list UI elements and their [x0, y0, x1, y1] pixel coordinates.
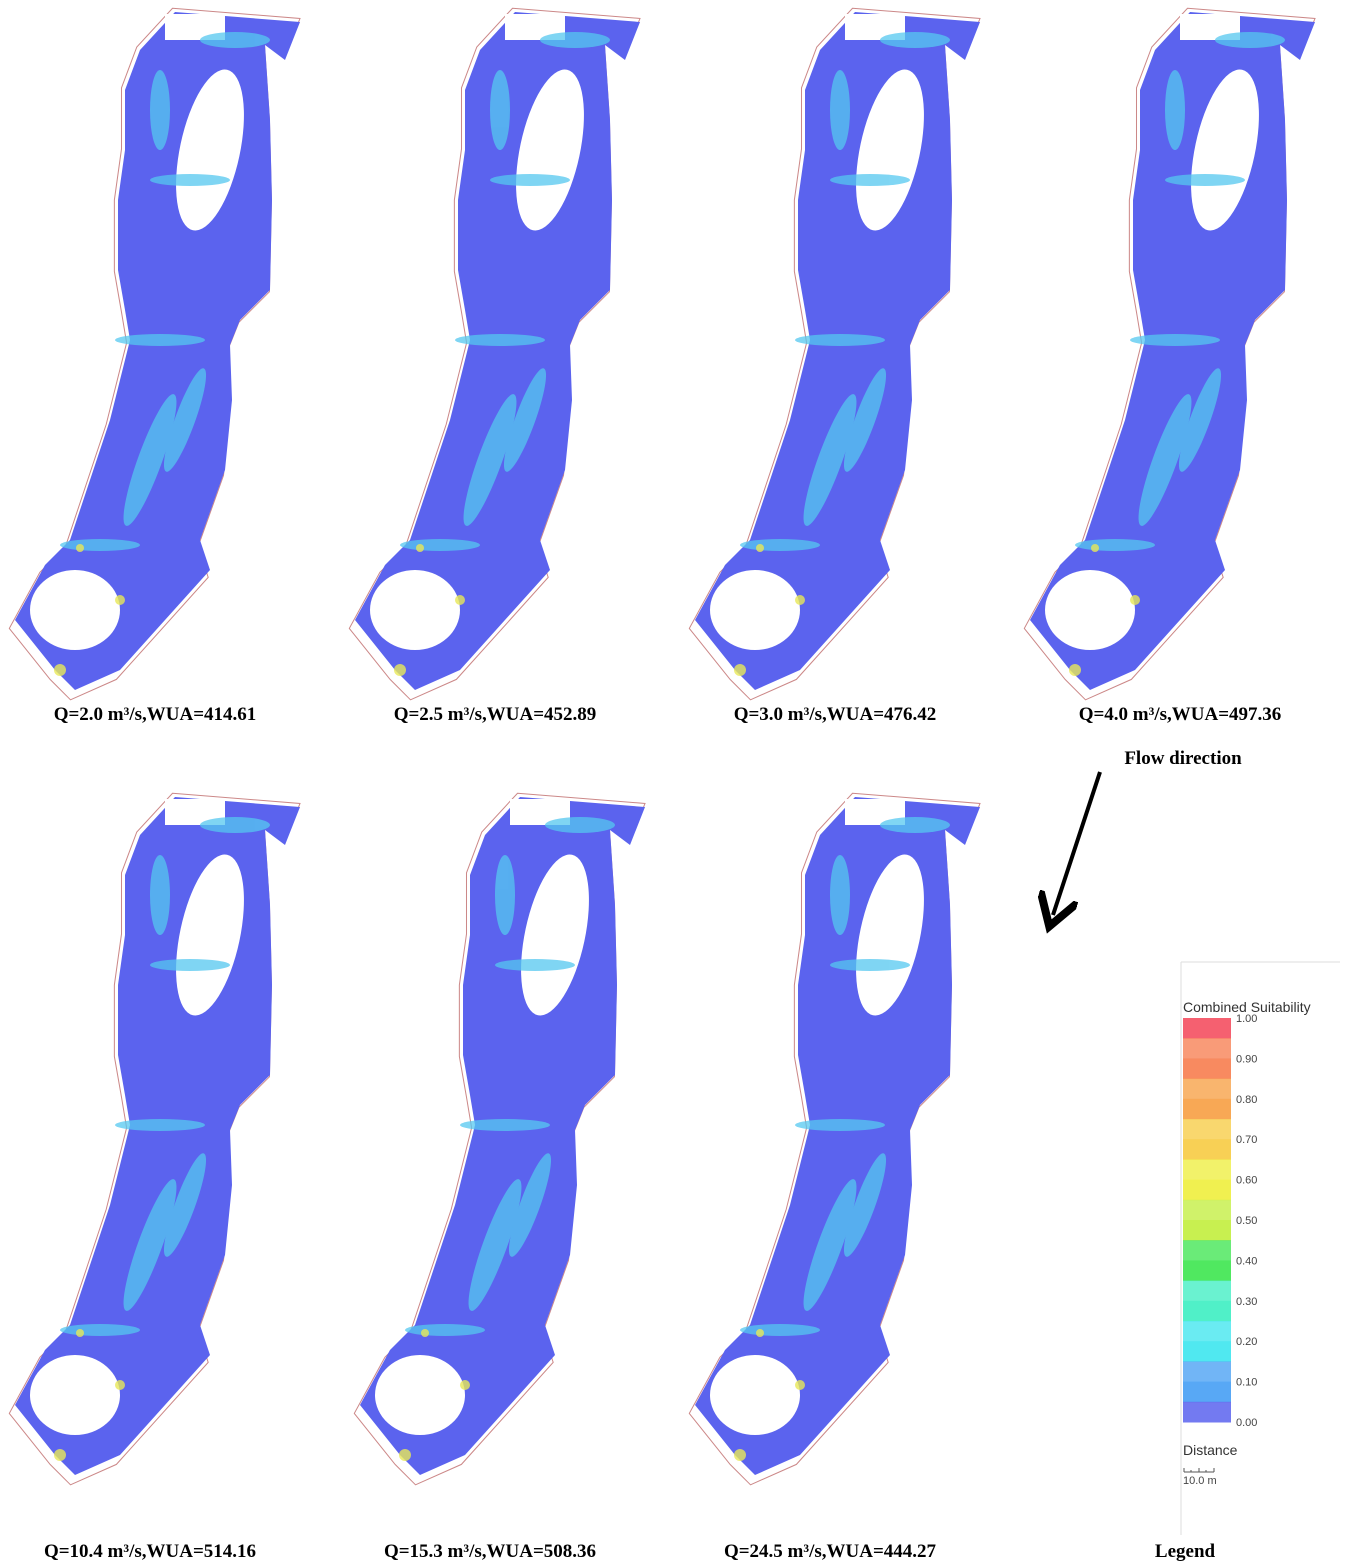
panel-caption: Q=3.0 m³/s,WUA=476.42	[734, 704, 937, 725]
habitat-map	[9, 793, 300, 1485]
legend-swatch	[1183, 1240, 1231, 1261]
scale-label: 10.0 m	[1183, 1475, 1217, 1487]
panel-caption: Q=4.0 m³/s,WUA=497.36	[1079, 704, 1282, 725]
legend-swatch	[1183, 1180, 1231, 1201]
legend-caption: Legend	[1155, 1541, 1216, 1562]
habitat-map	[689, 793, 980, 1485]
legend-swatch	[1183, 1200, 1231, 1221]
legend-swatch	[1183, 1382, 1231, 1403]
panel-caption: Q=10.4 m³/s,WUA=514.16	[44, 1541, 256, 1562]
legend-swatch	[1183, 1018, 1231, 1039]
legend-tick: 0.20	[1236, 1336, 1257, 1348]
legend-swatch	[1183, 1321, 1231, 1342]
legend-swatch	[1183, 1079, 1231, 1100]
legend-swatch	[1183, 1119, 1231, 1140]
legend-swatch	[1183, 1402, 1231, 1423]
habitat-map	[1024, 8, 1315, 700]
legend-tick: 0.80	[1236, 1094, 1257, 1106]
legend-swatch	[1183, 1159, 1231, 1180]
legend-tick: 1.00	[1236, 1013, 1257, 1025]
habitat-map	[349, 8, 640, 700]
legend-swatch	[1183, 1139, 1231, 1160]
habitat-map	[689, 8, 980, 700]
legend-tick: 0.50	[1236, 1215, 1257, 1227]
scale-bar	[1184, 1468, 1214, 1472]
legend-swatch	[1183, 1341, 1231, 1362]
legend-tick: 0.10	[1236, 1377, 1257, 1389]
legend-tick: 0.70	[1236, 1134, 1257, 1146]
legend-tick: 0.30	[1236, 1296, 1257, 1308]
panel-caption: Q=2.5 m³/s,WUA=452.89	[394, 704, 597, 725]
legend-swatch	[1183, 1361, 1231, 1382]
legend-swatch	[1183, 1099, 1231, 1120]
legend-distance: Distance	[1183, 1442, 1238, 1458]
legend-swatch	[1183, 1260, 1231, 1281]
legend-swatch	[1183, 1301, 1231, 1322]
panel-caption: Q=15.3 m³/s,WUA=508.36	[384, 1541, 596, 1562]
flow-label: Flow direction	[1124, 748, 1242, 769]
legend-tick: 0.90	[1236, 1053, 1257, 1065]
legend-tick: 0.00	[1236, 1417, 1257, 1429]
legend-tick: 0.60	[1236, 1175, 1257, 1187]
legend-swatch	[1183, 1220, 1231, 1241]
panel-caption: Q=2.0 m³/s,WUA=414.61	[54, 704, 257, 725]
legend-swatch	[1183, 1038, 1231, 1059]
flow-arrow	[1053, 772, 1100, 915]
panel-caption: Q=24.5 m³/s,WUA=444.27	[724, 1541, 937, 1562]
habitat-map	[9, 8, 300, 700]
habitat-map	[354, 793, 645, 1485]
figure: Flow direction Combined Suitability Dist…	[0, 0, 1351, 1568]
legend: Combined Suitability Distance 10.0 m Leg…	[1155, 962, 1340, 1562]
legend-tick: 0.40	[1236, 1255, 1257, 1267]
legend-swatch	[1183, 1281, 1231, 1302]
legend-swatch	[1183, 1058, 1231, 1079]
